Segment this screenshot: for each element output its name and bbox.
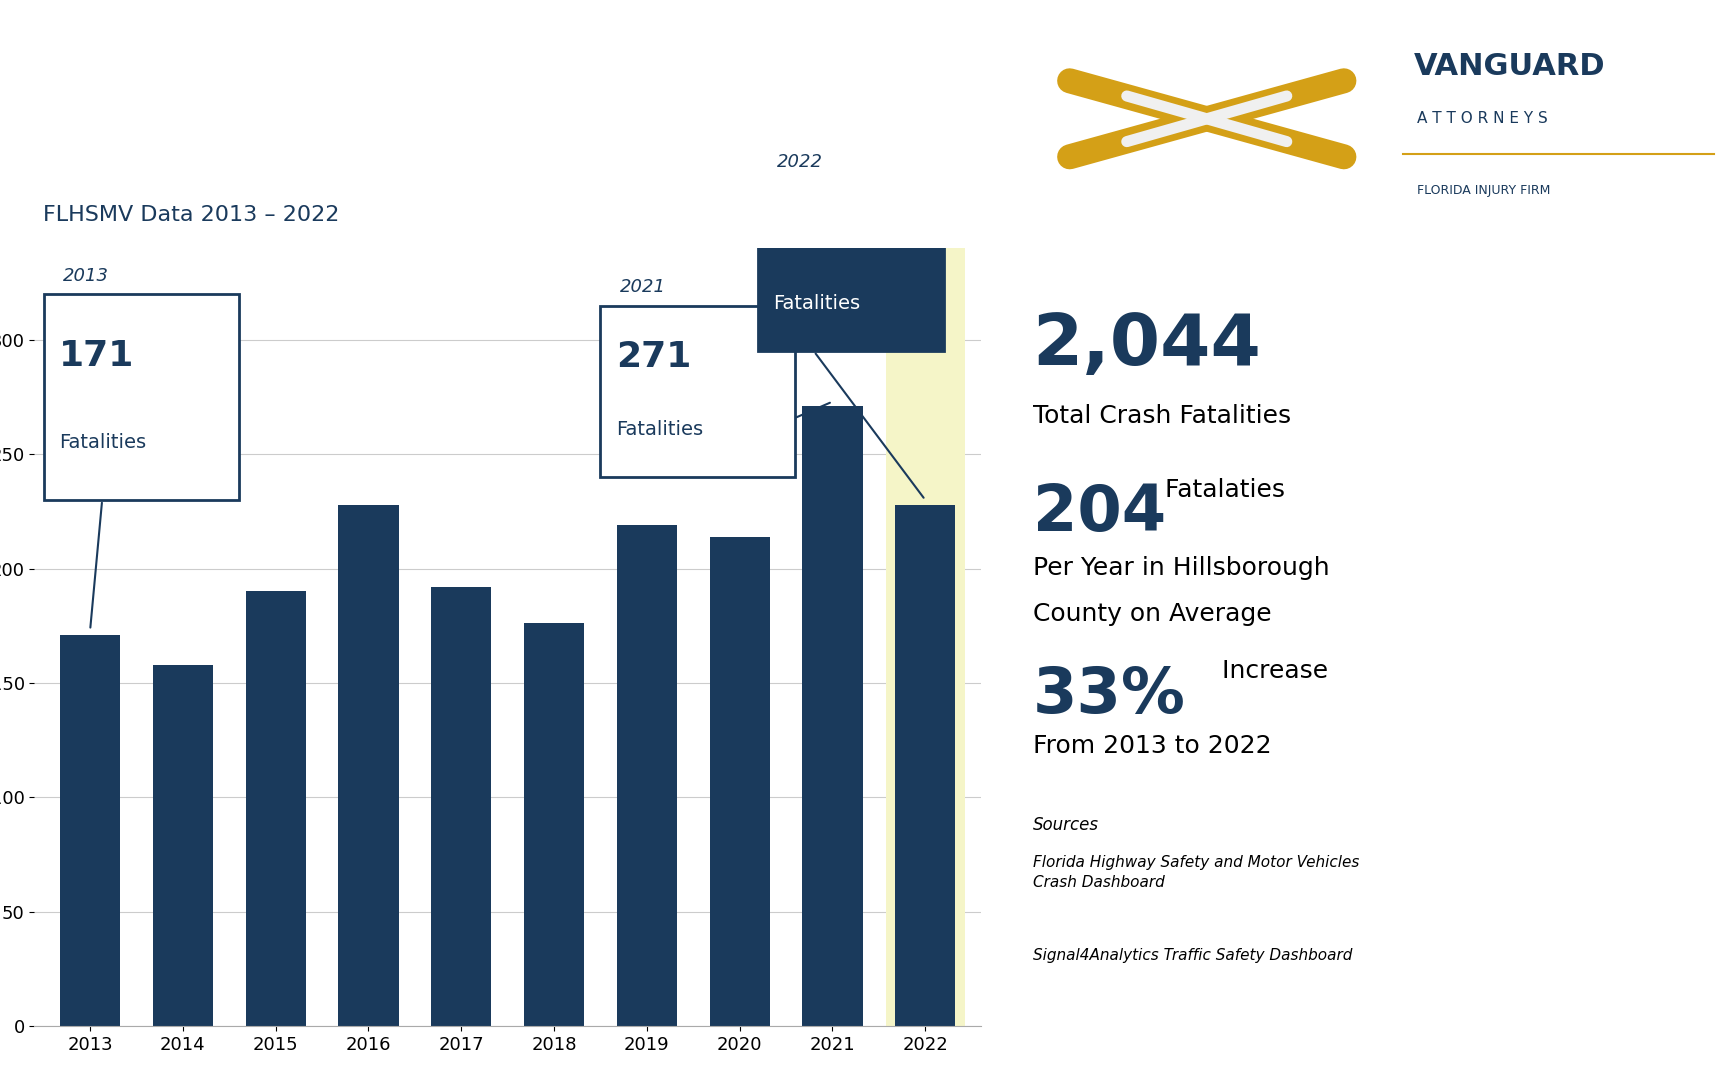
Bar bbox=[616, 525, 676, 1026]
Text: 2,044: 2,044 bbox=[1033, 311, 1261, 379]
Text: A T T O R N E Y S: A T T O R N E Y S bbox=[1418, 111, 1549, 126]
Text: Sources: Sources bbox=[1033, 816, 1098, 834]
Bar bbox=[432, 586, 492, 1026]
Text: Florida Highway Safety and Motor Vehicles
Crash Dashboard: Florida Highway Safety and Motor Vehicle… bbox=[1033, 855, 1360, 890]
Text: County on Average: County on Average bbox=[1033, 603, 1272, 626]
Text: Increase: Increase bbox=[1213, 659, 1329, 683]
Text: 271: 271 bbox=[616, 340, 692, 374]
Text: 2022: 2022 bbox=[776, 152, 823, 171]
Text: From 2013 to 2022: From 2013 to 2022 bbox=[1033, 734, 1272, 758]
Text: VANGUARD: VANGUARD bbox=[1415, 52, 1606, 81]
Text: Fatalities: Fatalities bbox=[59, 433, 146, 451]
Text: FLORIDA INJURY FIRM: FLORIDA INJURY FIRM bbox=[1418, 184, 1551, 197]
Text: Total Crash Fatalities: Total Crash Fatalities bbox=[1033, 404, 1291, 428]
Text: Fatalities: Fatalities bbox=[616, 419, 704, 438]
Text: 204: 204 bbox=[1033, 482, 1165, 543]
Bar bbox=[246, 592, 306, 1026]
Text: 33%: 33% bbox=[1033, 664, 1186, 727]
Bar bbox=[709, 537, 769, 1026]
Bar bbox=[60, 635, 120, 1026]
Bar bbox=[339, 504, 399, 1026]
Text: 171: 171 bbox=[59, 339, 134, 373]
Text: Fatalities: Fatalities bbox=[773, 294, 860, 313]
Bar bbox=[802, 406, 862, 1026]
Text: Annual Crash Fatalities
in Hillsborough County: Annual Crash Fatalities in Hillsborough … bbox=[40, 53, 694, 161]
Bar bbox=[153, 664, 213, 1026]
FancyBboxPatch shape bbox=[759, 179, 943, 351]
Text: FLHSMV Data 2013 – 2022: FLHSMV Data 2013 – 2022 bbox=[43, 205, 339, 226]
Text: Fatalaties: Fatalaties bbox=[1157, 477, 1286, 502]
Bar bbox=[886, 248, 965, 1026]
Text: Signal4Analytics Traffic Safety Dashboard: Signal4Analytics Traffic Safety Dashboar… bbox=[1033, 948, 1353, 963]
Text: 2013: 2013 bbox=[64, 267, 108, 285]
Text: 228: 228 bbox=[773, 214, 848, 248]
FancyBboxPatch shape bbox=[43, 294, 239, 500]
Bar bbox=[895, 504, 955, 1026]
FancyBboxPatch shape bbox=[601, 306, 795, 477]
Text: Per Year in Hillsborough: Per Year in Hillsborough bbox=[1033, 555, 1329, 580]
Bar bbox=[523, 623, 583, 1026]
Text: 2021: 2021 bbox=[620, 279, 666, 296]
